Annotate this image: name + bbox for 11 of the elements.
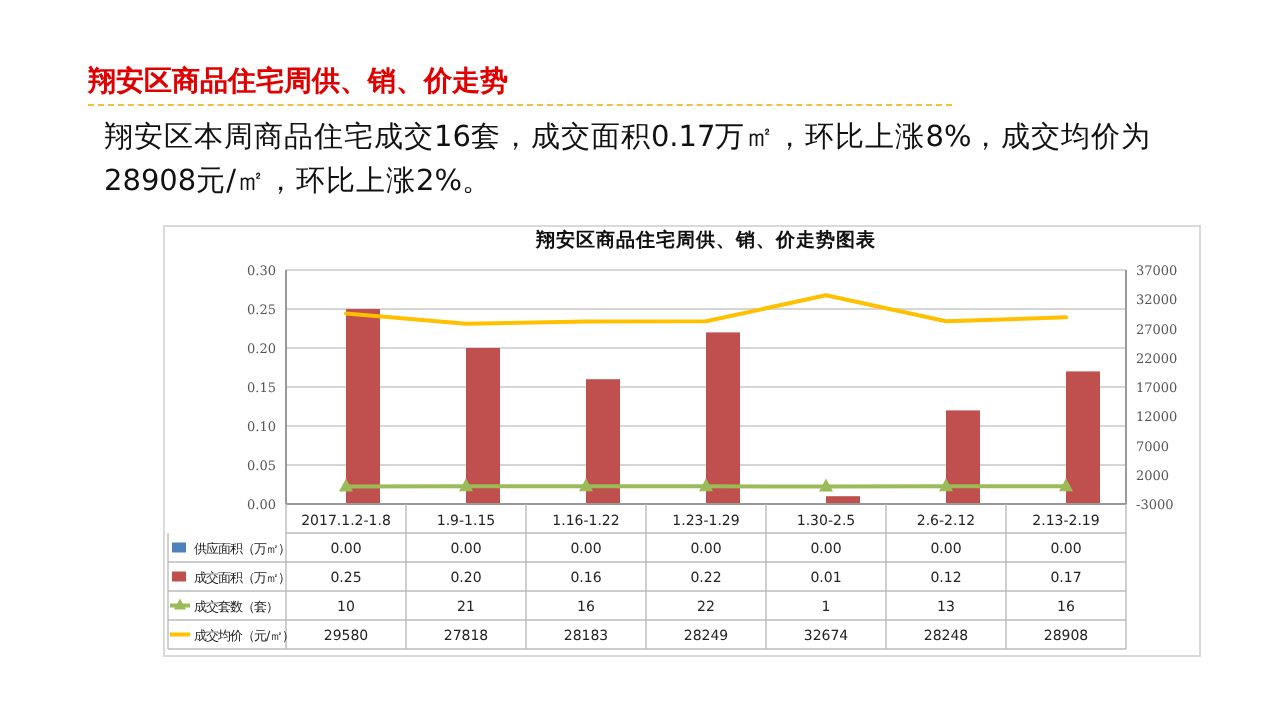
chart-title: 翔安区商品住宅周供、销、价走势图表 — [534, 228, 878, 252]
bar — [826, 496, 860, 504]
bar — [946, 410, 980, 504]
text: 翔安区本周商品住宅成交16套，成交面积0.17万㎡，环比上涨8%，成交均价为28908元/㎡，环比上涨2%。 — [104, 119, 1154, 202]
line-series — [344, 293, 1068, 326]
bar — [346, 309, 380, 504]
bar — [706, 332, 740, 504]
bar — [586, 379, 620, 504]
bar — [1066, 371, 1100, 504]
bar — [466, 348, 500, 504]
text: 翔安区商品住宅周供、销、价走势 — [88, 64, 952, 106]
